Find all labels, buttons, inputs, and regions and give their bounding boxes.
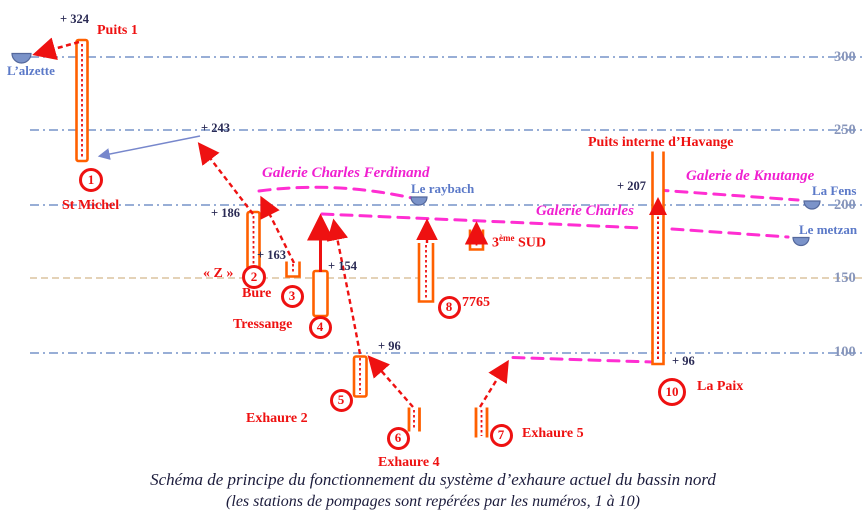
arrow-puits1-to-alzette — [32, 37, 80, 61]
galerie-charles-line — [320, 212, 790, 239]
label-alzette: L’alzette — [7, 63, 55, 78]
label-st-michel: St Michel — [62, 198, 120, 213]
label-exhaure2: Exhaure 2 — [246, 411, 308, 426]
label-puits1: Puits 1 — [97, 23, 138, 38]
label-galerie-knutange: Galerie de Knutange — [686, 168, 815, 184]
station-badge-2: 2 — [242, 265, 266, 289]
station-badge-6: 6 — [386, 426, 410, 450]
scale-300: 300 — [834, 49, 856, 65]
point-label-186: + 186 — [211, 206, 240, 220]
label-tressange: Tressange — [233, 317, 293, 332]
label-puits-havange: Puits interne d’Havange — [588, 135, 734, 150]
station-badge-4: 4 — [308, 315, 332, 339]
shaft-tressange — [312, 269, 329, 318]
label-bure: Bure — [242, 286, 272, 301]
scale-250: 250 — [834, 122, 856, 138]
shaft-exhaure2 — [352, 355, 368, 398]
galerie-la-paix-line — [511, 356, 654, 364]
label-3eme-sud: 3ème SUD — [492, 234, 546, 251]
water-metzange-icon — [792, 236, 810, 247]
label-3eme-sud-sup: ème — [499, 233, 515, 243]
water-fensch-icon — [803, 200, 821, 210]
label-3eme-sud-num: 3 — [492, 235, 499, 251]
label-fensch: La Fens — [812, 183, 857, 198]
shaft-water-columns — [81, 44, 483, 436]
label-3eme-sud-rest: SUD — [514, 235, 547, 251]
shaft-exhaure4 — [407, 407, 421, 432]
point-label-207: + 207 — [617, 179, 646, 193]
scale-150: 150 — [834, 270, 856, 286]
label-metzange: Le metzan — [799, 222, 858, 237]
point-label-96-exhaure: + 96 — [378, 339, 401, 353]
shaft-exhaure5 — [474, 407, 489, 438]
water-alzette-icon — [11, 52, 32, 64]
point-label-324: + 324 — [60, 12, 89, 26]
label-galerie-charles: Galerie Charles — [536, 203, 634, 219]
arrow-exhaure4-to-96 — [367, 355, 414, 408]
label-exhaure4: Exhaure 4 — [378, 455, 440, 470]
arrow-station3-to-galerie-cf — [260, 195, 296, 264]
label-z: « Z » — [203, 266, 234, 281]
station-badge-3: 3 — [280, 284, 304, 308]
station-badge-7: 7 — [489, 423, 513, 447]
arrow-exhaure2-to-galerie-charles — [326, 218, 362, 355]
blue-transfer-arrow — [97, 135, 201, 160]
label-raybach: Le raybach — [411, 181, 475, 196]
label-exhaure5: Exhaure 5 — [522, 426, 584, 441]
station-badge-1: 1 — [79, 168, 103, 192]
caption-line1: Schéma de principe du fonctionnement du … — [150, 470, 716, 489]
point-label-163: + 163 — [257, 248, 286, 262]
scale-200: 200 — [834, 197, 856, 213]
caption-line2: (les stations de pompages sont repérées … — [226, 493, 640, 510]
scale-100: 100 — [834, 344, 856, 360]
arrow-bure-to-243 — [197, 142, 254, 215]
label-galerie-charles-ferdinand: Galerie Charles Ferdinand — [262, 165, 430, 181]
station-badge-8: 8 — [437, 295, 461, 319]
label-7765: 7765 — [462, 295, 490, 310]
arrow-exhaure5-to-galerie — [478, 359, 509, 408]
galerie-knutange-line — [655, 188, 800, 202]
station-badge-10: 10 — [658, 378, 686, 406]
point-label-154: + 154 — [328, 259, 357, 273]
galerie-charles-ferdinand-line — [257, 185, 414, 200]
point-label-96-lapaix: + 96 — [672, 354, 695, 368]
point-label-243: + 243 — [201, 121, 230, 135]
station-badge-5: 5 — [329, 388, 353, 412]
label-la-paix: La Paix — [697, 379, 744, 394]
water-raybach-icon — [410, 196, 428, 206]
